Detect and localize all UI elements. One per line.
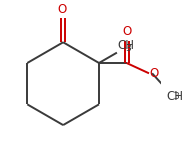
Text: 3: 3 xyxy=(125,44,131,53)
Text: O: O xyxy=(58,3,67,16)
Text: O: O xyxy=(150,67,159,80)
Text: 3: 3 xyxy=(173,92,179,101)
Text: O: O xyxy=(122,25,131,38)
Text: CH: CH xyxy=(118,39,135,52)
Text: CH: CH xyxy=(166,90,182,103)
